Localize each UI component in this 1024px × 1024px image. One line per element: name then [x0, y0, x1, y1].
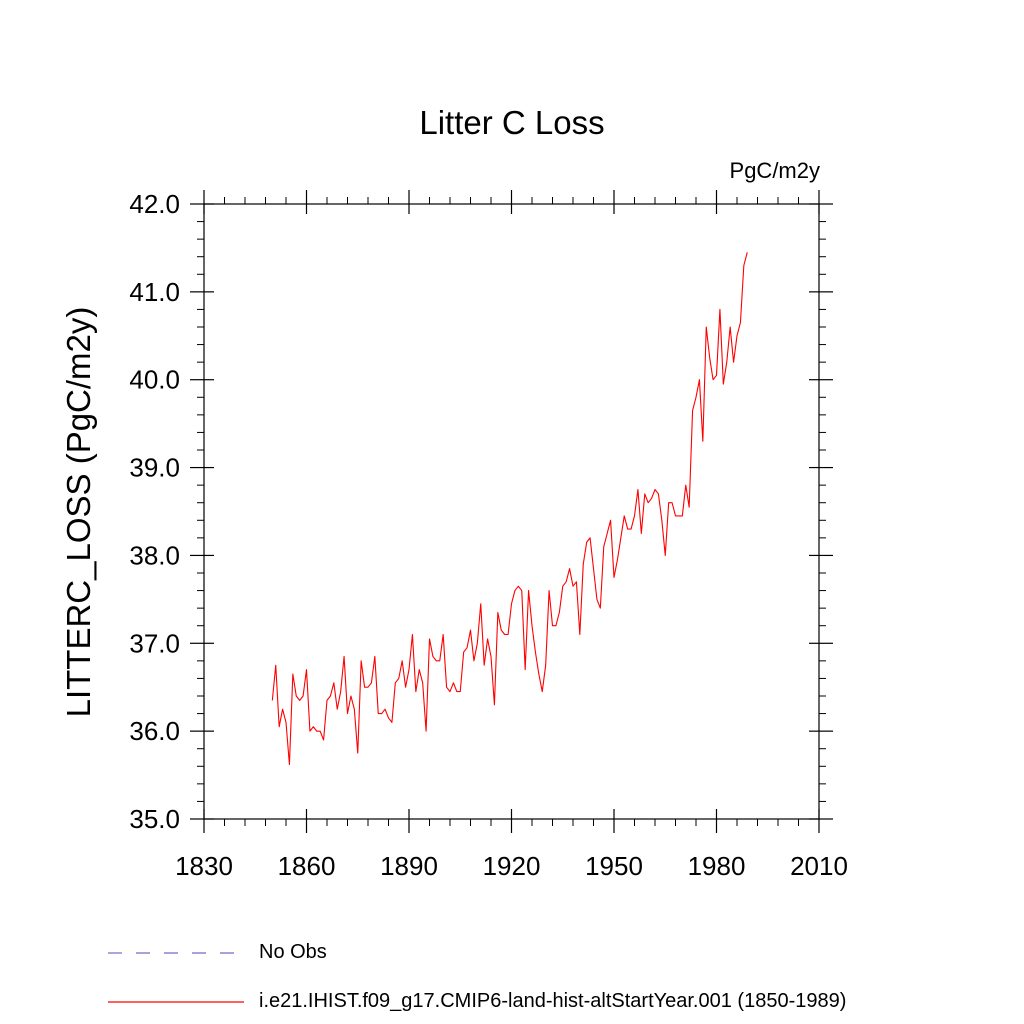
legend-lines: [108, 952, 244, 1003]
y-tick-labels: 35.0 36.0 37.0 38.0 39.0 40.0 41.0 42.0: [129, 189, 180, 834]
x-tick-label: 1980: [688, 851, 746, 881]
x-tick-label: 1860: [278, 851, 336, 881]
plot-frame: [203, 203, 820, 820]
y-tick-label: 42.0: [129, 189, 180, 219]
y-tick-label: 39.0: [129, 453, 180, 483]
y-tick-label: 36.0: [129, 716, 180, 746]
series-line-1: [271, 252, 748, 766]
y-tick-label: 41.0: [129, 277, 180, 307]
legend-label-model-run: i.e21.IHIST.f09_g17.CMIP6-land-hist-altS…: [259, 990, 847, 1012]
tick-marks: [190, 190, 833, 833]
series-layer: [271, 252, 748, 766]
x-tick-label: 1920: [483, 851, 541, 881]
chart-title: Litter C Loss: [419, 104, 605, 141]
legend-label-no-obs: No Obs: [259, 941, 327, 963]
x-tick-labels: 1830 1860 1890 1920 1950 1980 2010: [175, 851, 848, 881]
y-tick-label: 35.0: [129, 804, 180, 834]
units-label: PgC/m2y: [729, 158, 820, 183]
y-tick-label: 38.0: [129, 540, 180, 570]
y-axis-label: LITTERC_LOSS (PgC/m2y): [60, 307, 97, 718]
x-tick-label: 2010: [790, 851, 848, 881]
x-tick-label: 1830: [175, 851, 233, 881]
y-tick-label: 40.0: [129, 365, 180, 395]
y-tick-label: 37.0: [129, 628, 180, 658]
x-tick-label: 1890: [380, 851, 438, 881]
x-tick-label: 1950: [585, 851, 643, 881]
